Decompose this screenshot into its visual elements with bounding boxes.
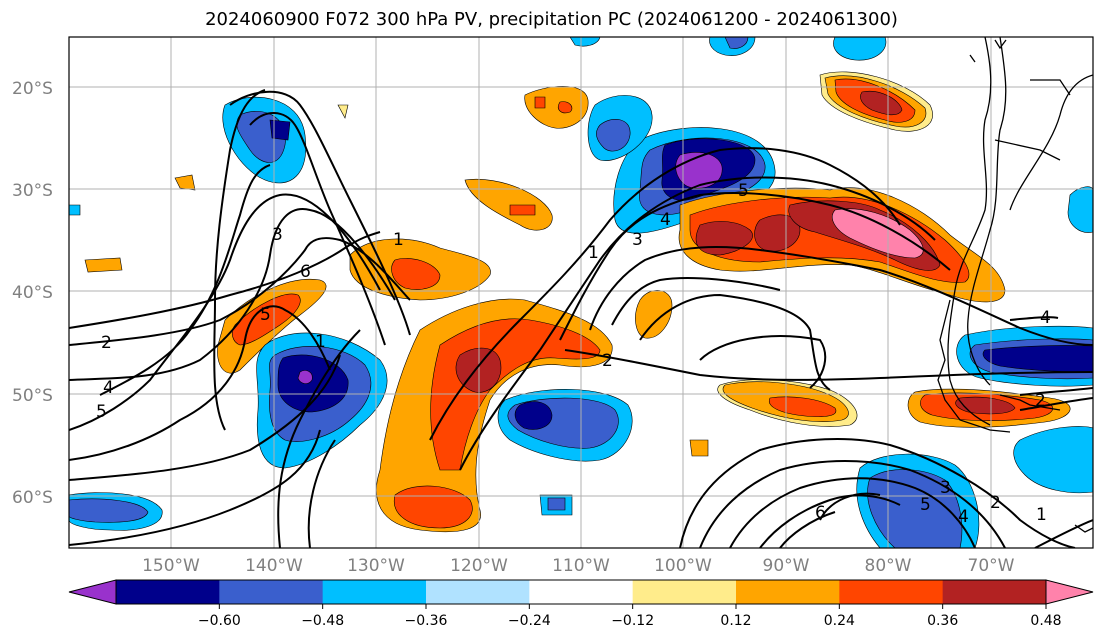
contour-label: 2 [1035, 391, 1046, 411]
contour-label: 1 [393, 230, 404, 250]
contour-label: 2 [990, 493, 1001, 513]
pv-contours [69, 89, 1093, 548]
colorbar-tick-label: 0.24 [824, 613, 855, 629]
lon-label: 150°W [142, 556, 200, 576]
colorbar-segment [942, 580, 1047, 604]
contour-label: 1 [1036, 505, 1047, 525]
lat-label: 30°S [12, 181, 53, 201]
contour-label: 2 [101, 333, 112, 353]
map-title: 2024060900 F072 300 hPa PV, precipitatio… [205, 9, 898, 30]
colorbar-tick-label: −0.12 [611, 613, 654, 629]
colorbar-segment [322, 580, 427, 604]
colorbar-segment [219, 580, 324, 604]
colorbar-segment [839, 580, 944, 604]
contour-label: 5 [96, 402, 107, 422]
pv-contour-labels: 2 4 5 3 6 5 1 1 1 3 4 5 2 2 4 6 5 3 4 2 … [96, 181, 1051, 527]
lon-label: 80°W [865, 556, 912, 576]
lon-label: 130°W [347, 556, 405, 576]
colorbar-tick-label: 0.36 [927, 613, 958, 629]
colorbar-segment [632, 580, 737, 604]
map-area: 2 4 5 3 6 5 1 1 1 3 4 5 2 2 4 6 5 3 4 2 … [69, 37, 1093, 548]
contour-label: 2 [602, 351, 613, 371]
colorbar-ticks: −0.60 −0.48 −0.36 −0.24 −0.12 0.12 0.24 0.36 0.4… [198, 604, 1062, 629]
colorbar-tick-label: 0.12 [720, 613, 751, 629]
colorbar-tick-label: −0.24 [508, 613, 551, 629]
lon-label: 70°W [968, 556, 1015, 576]
contour-label: 3 [632, 230, 643, 250]
latitude-labels: 20°S 30°S 40°S 50°S 60°S [12, 79, 53, 508]
colorbar-segment [736, 580, 840, 604]
colorbar-segment [426, 580, 530, 604]
colorbar-tick-label: −0.36 [405, 613, 448, 629]
lon-label: 120°W [450, 556, 508, 576]
colorbar-segment [116, 580, 220, 604]
contour-label: 6 [300, 262, 311, 282]
lon-label: 100°W [654, 556, 712, 576]
colorbar: −0.60 −0.48 −0.36 −0.24 −0.12 0.12 0.24 0.36 0.4… [68, 579, 1094, 629]
map-frame [68, 36, 1094, 549]
colorbar-tick-label: 0.48 [1030, 613, 1061, 629]
contour-label: 3 [272, 225, 283, 245]
contour-label: 5 [260, 305, 271, 325]
contour-label: 1 [588, 243, 599, 263]
contour-label: 1 [315, 332, 326, 352]
lat-label: 40°S [12, 283, 53, 303]
contour-label: 4 [958, 507, 969, 527]
lon-label: 140°W [245, 556, 303, 576]
lat-label: 20°S [12, 79, 53, 99]
colorbar-extend-right [1045, 579, 1094, 605]
contour-label: 3 [940, 478, 951, 498]
graticule [69, 37, 1093, 548]
contour-label: 5 [738, 181, 749, 201]
lon-label: 90°W [763, 556, 810, 576]
coastline [937, 37, 1093, 533]
contour-label: 4 [1040, 308, 1051, 328]
contour-label: 4 [103, 378, 114, 398]
colorbar-tick-label: −0.48 [301, 613, 344, 629]
colorbar-tick-label: −0.60 [198, 613, 241, 629]
colorbar-segments [115, 579, 1047, 605]
lon-label: 110°W [552, 556, 610, 576]
contour-label: 4 [660, 210, 671, 230]
contour-label: 5 [920, 495, 931, 515]
contour-label: 6 [815, 503, 826, 523]
longitude-labels: 150°W 140°W 130°W 120°W 110°W 100°W 90°W… [142, 556, 1015, 576]
colorbar-segment [529, 580, 634, 604]
precip-shading [69, 37, 1093, 548]
lat-label: 50°S [12, 386, 53, 406]
colorbar-extend-left [68, 579, 117, 605]
lat-label: 60°S [12, 488, 53, 508]
